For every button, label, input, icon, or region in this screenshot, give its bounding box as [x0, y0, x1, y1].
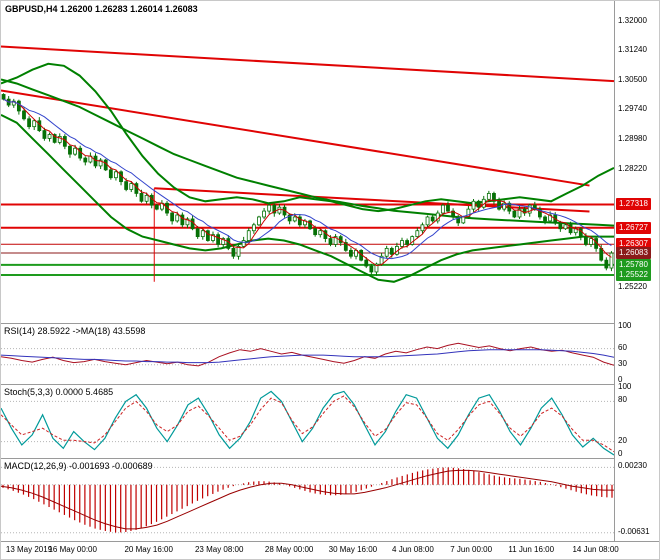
price-chart-canvas[interactable]	[1, 1, 614, 323]
rsi-tick: 60	[618, 342, 627, 352]
stochastic-tick: 80	[618, 395, 627, 405]
price-tick: 1.25220	[618, 281, 647, 291]
stochastic-label: Stoch(5,3,3) 0.0000 5.4685	[4, 387, 114, 397]
price-tick: 1.30500	[618, 74, 647, 84]
rsi-canvas[interactable]	[1, 324, 614, 384]
stochastic-panel[interactable]: Stoch(5,3,3) 0.0000 5.4685	[1, 384, 614, 458]
horizontal-levels	[1, 203, 614, 277]
macd-canvas[interactable]	[1, 459, 614, 541]
chart-title: GBPUSD,H4 1.26200 1.26283 1.26014 1.2608…	[5, 4, 198, 14]
rsi-tick: 30	[618, 358, 627, 368]
dotted-levels	[1, 466, 614, 534]
macd-label: MACD(12,26,9) -0.001693 -0.000689	[4, 461, 153, 471]
price-tick: 1.29740	[618, 104, 647, 114]
price-tick: 1.32000	[618, 15, 647, 25]
price-axis-column: 1.32000 1.31240 1.30500 1.29740 1.28980 1.282…	[614, 1, 659, 541]
time-axis-label: 11 Jun 16:00	[508, 545, 555, 554]
time-axis-label: 20 May 16:00	[124, 545, 173, 554]
time-axis-label: 23 May 08:00	[194, 545, 244, 554]
moving-averages	[3, 98, 612, 267]
stochastic-series	[1, 390, 614, 456]
rsi-series	[1, 342, 614, 367]
price-tick: 1.28980	[618, 134, 647, 144]
time-axis-label: 13 May 2019	[5, 545, 53, 554]
time-axis-label: 16 May 00:00	[48, 545, 97, 554]
stochastic-tick: 20	[618, 435, 627, 445]
time-axis: 13 May 2019 16 May 00:00 20 May 16:00 23 Ma…	[1, 541, 659, 559]
rsi-tick: 0	[618, 375, 623, 384]
stochastic-tick: 100	[618, 382, 632, 391]
time-axis-label: 7 Jun 00:00	[450, 545, 493, 554]
dotted-levels	[1, 400, 614, 443]
current-price-label: 1.26083	[616, 246, 651, 259]
macd-tick: 0.00230	[618, 461, 647, 471]
price-level-label: 1.27318	[616, 198, 651, 211]
dotted-levels	[1, 348, 614, 366]
macd-series	[1, 469, 614, 530]
price-level-label: 1.26727	[616, 221, 651, 234]
macd-histogram	[2, 467, 613, 533]
time-axis-label: 4 Jun 08:00	[392, 545, 434, 554]
candles	[1, 93, 614, 276]
stochastic-tick: 0	[618, 449, 623, 458]
price-tick: 1.28220	[618, 164, 647, 174]
rsi-panel[interactable]: RSI(14) 28.5922 ->MA(18) 43.5598	[1, 323, 614, 384]
rsi-label: RSI(14) 28.5922 ->MA(18) 43.5598	[4, 326, 146, 336]
stochastic-canvas[interactable]	[1, 385, 614, 458]
macd-tick: -0.00631	[618, 526, 650, 536]
trendlines	[1, 45, 614, 282]
time-axis-label: 30 May 16:00	[328, 545, 378, 554]
price-level-label: 1.25780	[616, 258, 651, 271]
overlay-bands	[1, 62, 614, 283]
price-level-label: 1.25522	[616, 269, 651, 281]
price-chart-panel[interactable]: GBPUSD,H4 1.26200 1.26283 1.26014 1.2608…	[1, 1, 614, 323]
price-tick: 1.31240	[618, 45, 647, 55]
macd-panel[interactable]: MACD(12,26,9) -0.001693 -0.000689	[1, 458, 614, 541]
time-axis-label: 14 Jun 08:00	[572, 545, 619, 554]
time-axis-label: 28 May 00:00	[264, 545, 314, 554]
rsi-tick: 100	[618, 321, 632, 330]
